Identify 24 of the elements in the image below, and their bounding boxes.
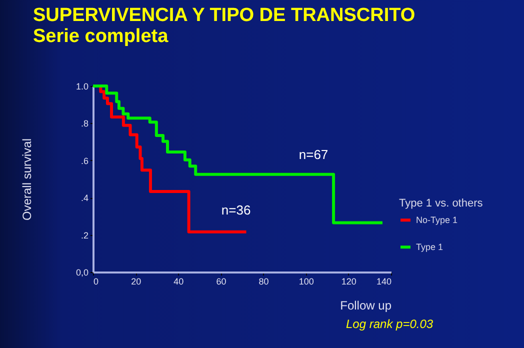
x-tick-label: 140 — [376, 276, 392, 286]
chart-subtitle: Serie completa — [33, 26, 169, 47]
x-tick-label: 120 — [341, 276, 356, 286]
text: Log rank p=0.03 — [346, 317, 434, 331]
annotation: n=36 — [221, 202, 251, 218]
x-tick-label: 100 — [298, 276, 314, 286]
legend-title: Type 1 vs. others — [399, 198, 484, 210]
x-tick-label: 80 — [258, 276, 269, 286]
x-tick-label: 0 — [94, 276, 99, 286]
x-tick-label: 40 — [174, 276, 184, 286]
y-tick-label: .4 — [80, 193, 88, 204]
y-tick-label: .8 — [80, 118, 88, 129]
x-tick-label: 20 — [131, 276, 142, 286]
chart-title: SUPERVIVENCIA Y TIPO DE TRANSCRITO — [33, 5, 416, 26]
y-tick-label: 0,0 — [76, 268, 88, 278]
y-axis-title: Overall survival — [20, 138, 34, 221]
y-tick-label: .6 — [80, 156, 88, 166]
legend-label: No-Type 1 — [416, 215, 458, 226]
x-axis-title: Follow up — [340, 298, 392, 312]
legend-label: Type 1 — [416, 242, 444, 252]
y-tick-label: .2 — [80, 230, 88, 240]
annotation: n=67 — [298, 146, 328, 162]
x-tick-label: 60 — [216, 276, 226, 286]
y-tick-label: 1.0 — [76, 82, 88, 92]
